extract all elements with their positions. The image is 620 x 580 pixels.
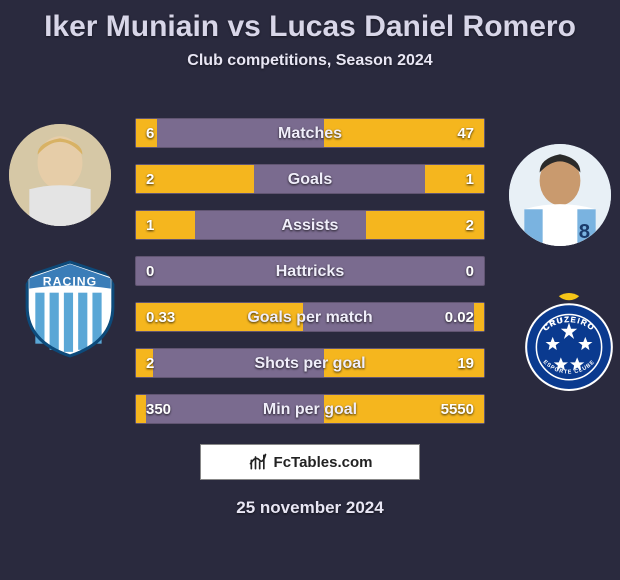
stat-label: Hattricks bbox=[136, 257, 484, 287]
stat-label: Matches bbox=[136, 119, 484, 149]
subtitle: Club competitions, Season 2024 bbox=[0, 52, 620, 70]
stat-row: 350Min per goal5550 bbox=[135, 394, 485, 424]
stat-value-right: 1 bbox=[466, 165, 474, 195]
stat-label: Assists bbox=[136, 211, 484, 241]
stat-value-right: 2 bbox=[466, 211, 474, 241]
svg-text:RACING: RACING bbox=[43, 275, 97, 289]
stats-panel: 6Matches472Goals11Assists20Hattricks00.3… bbox=[135, 118, 485, 440]
stat-label: Goals per match bbox=[136, 303, 484, 333]
fctables-text: FcTables.com bbox=[274, 454, 373, 471]
stat-row: 2Shots per goal19 bbox=[135, 348, 485, 378]
stat-value-right: 0 bbox=[466, 257, 474, 287]
stat-value-right: 5550 bbox=[441, 395, 474, 425]
stat-label: Shots per goal bbox=[136, 349, 484, 379]
stat-value-right: 0.02 bbox=[445, 303, 474, 333]
stat-value-right: 47 bbox=[457, 119, 474, 149]
stat-value-right: 19 bbox=[457, 349, 474, 379]
fctables-icon bbox=[248, 452, 268, 472]
stat-row: 6Matches47 bbox=[135, 118, 485, 148]
player-right-avatar: 8 bbox=[509, 144, 611, 246]
stat-row: 2Goals1 bbox=[135, 164, 485, 194]
fctables-attribution: FcTables.com bbox=[200, 444, 420, 480]
date-line: 25 november 2024 bbox=[0, 498, 620, 518]
player-left-club-crest: RACING bbox=[19, 258, 121, 360]
stat-row: 0.33Goals per match0.02 bbox=[135, 302, 485, 332]
player-right-club-crest: CRUZEIRO CRUZEIRO ESPORTE CLUBE bbox=[518, 290, 620, 392]
stat-row: 0Hattricks0 bbox=[135, 256, 485, 286]
page-title: Iker Muniain vs Lucas Daniel Romero bbox=[0, 0, 620, 44]
stat-label: Goals bbox=[136, 165, 484, 195]
player-left-avatar bbox=[9, 124, 111, 226]
stat-label: Min per goal bbox=[136, 395, 484, 425]
svg-text:8: 8 bbox=[579, 221, 590, 243]
stat-row: 1Assists2 bbox=[135, 210, 485, 240]
